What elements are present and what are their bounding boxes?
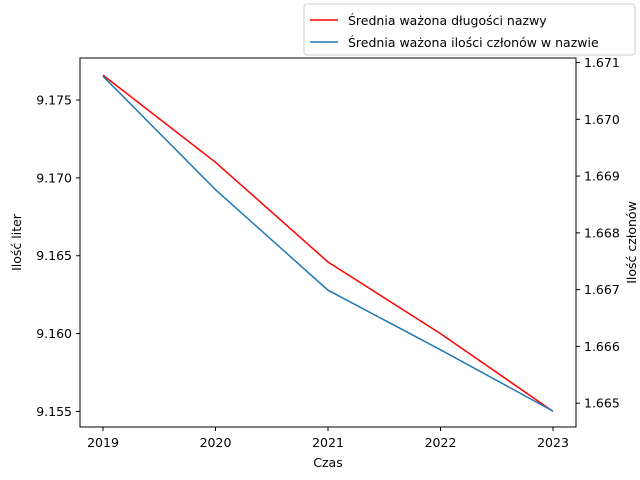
x-tick-label: 2021 — [312, 435, 344, 450]
legend-box — [303, 3, 636, 56]
y-right-tick-label: 1.667 — [584, 282, 620, 297]
series-line-1 — [102, 75, 554, 412]
y-right-tick-label: 1.670 — [584, 112, 620, 127]
y-axis-left-label: Ilość liter — [9, 213, 24, 271]
x-axis-label: Czas — [313, 455, 342, 470]
y-right-tick-label: 1.669 — [584, 169, 620, 184]
y-left-tick-label: 9.160 — [36, 326, 72, 341]
legend-label-members: Średnia ważona ilości członów w nazwie — [348, 35, 599, 50]
y-right-tick-label: 1.668 — [584, 225, 620, 240]
y-left-tick-label: 9.155 — [36, 404, 72, 419]
y-axis-right-label: Ilość członów — [624, 201, 639, 284]
y-right-tick-label: 1.671 — [584, 55, 620, 70]
x-tick-label: 2020 — [200, 435, 232, 450]
y-right-tick-label: 1.666 — [584, 339, 620, 354]
x-tick-label: 2022 — [425, 435, 457, 450]
plot-area — [80, 58, 576, 427]
x-tick-label: 2019 — [87, 435, 119, 450]
y-left-tick-label: 9.170 — [36, 170, 72, 185]
y-right-tick-label: 1.665 — [584, 396, 620, 411]
y-left-tick-label: 9.175 — [36, 93, 72, 108]
y-left-tick-label: 9.165 — [36, 248, 72, 263]
legend-label-length: Średnia ważona długości nazwy — [348, 13, 547, 28]
legend: Średnia ważona długości nazwy Średnia wa… — [303, 3, 636, 56]
axes-layer: 2019 2020 2021 2022 2023 9.155 9.160 9.165 9.170… — [36, 55, 620, 450]
series-layer — [102, 74, 554, 413]
x-tick-label: 2023 — [537, 435, 569, 450]
series-line-0 — [102, 74, 554, 413]
